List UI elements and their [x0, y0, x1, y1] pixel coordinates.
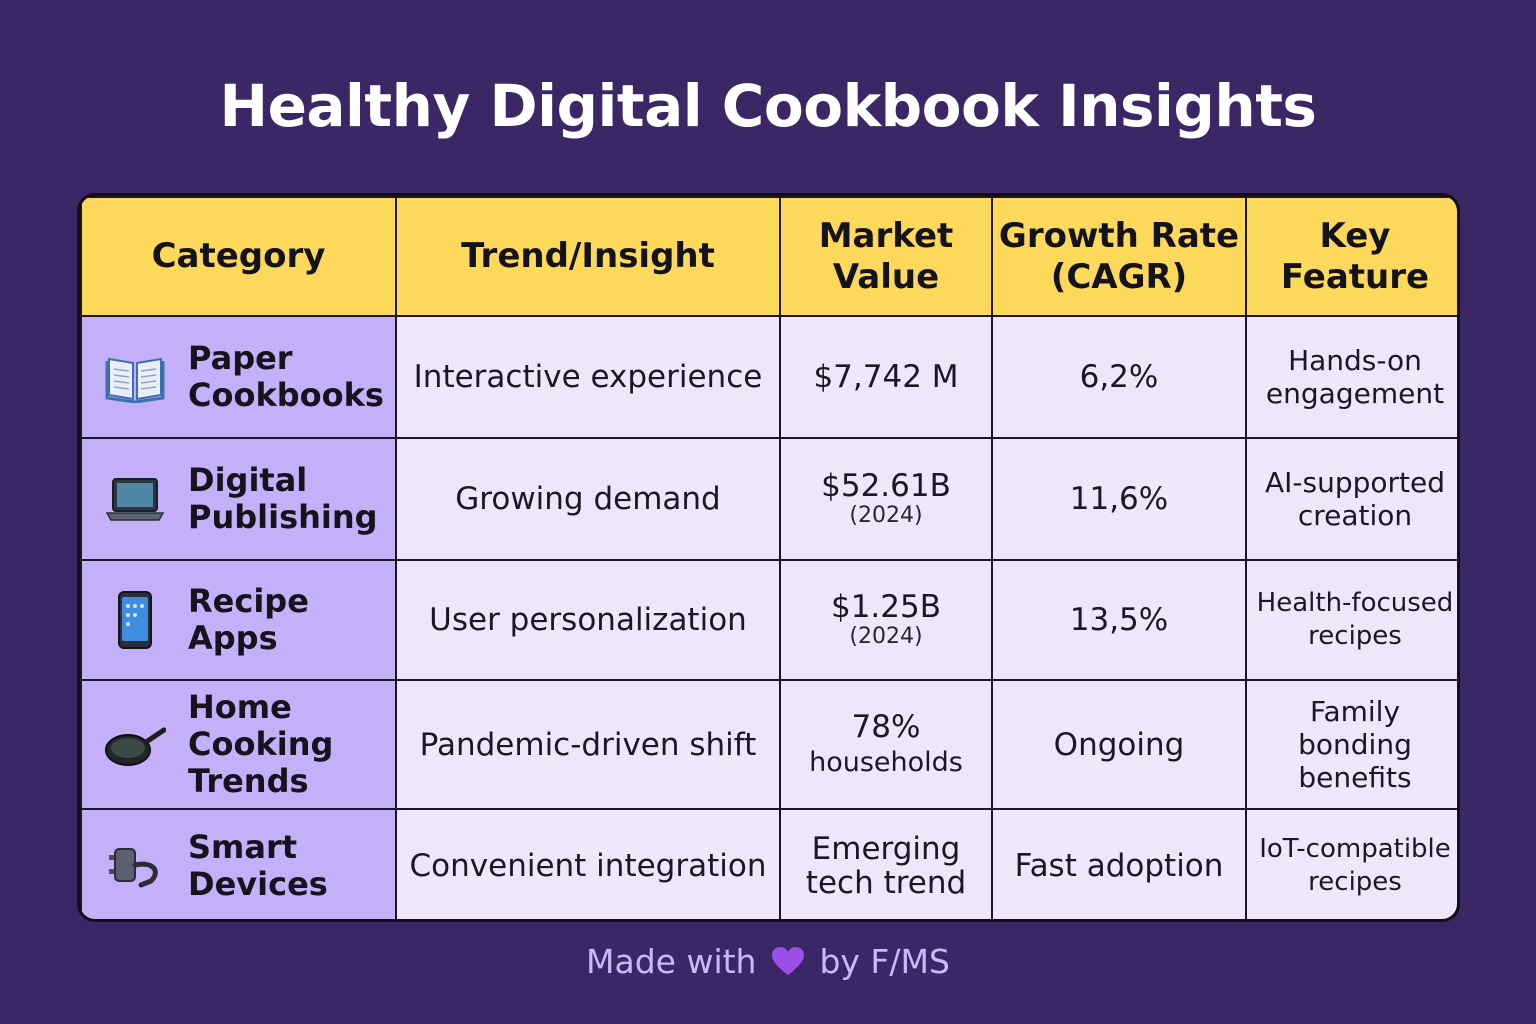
header-key-feature: Key Feature [1245, 196, 1457, 317]
header-line: Market [818, 215, 954, 256]
market-value-cell: Emerging tech trend [779, 808, 993, 919]
growth-cell: Fast adoption [991, 808, 1247, 919]
insights-table-wrapper: Category Trend/Insight Market Value Growt… [77, 193, 1460, 922]
market-value-cell: $1.25B (2024) [779, 559, 993, 681]
purple-heart-icon [771, 945, 805, 975]
category-line: Smart [188, 827, 298, 866]
feature-line: bonding [1298, 728, 1412, 761]
category-line: Trends [188, 762, 309, 800]
open-book-icon [104, 346, 166, 408]
header-line: (CAGR) [1050, 256, 1188, 297]
market-value-cell: $52.61B (2024) [779, 437, 993, 561]
category-line: Publishing [188, 498, 378, 536]
header-line: Value [832, 256, 940, 297]
header-line: Key [1319, 215, 1391, 256]
category-line: Devices [188, 864, 328, 903]
header-line: Category [151, 236, 326, 276]
market-note: (2024) [849, 624, 923, 649]
header-trend: Trend/Insight [395, 196, 781, 317]
feature-line: recipes [1308, 866, 1402, 897]
smartphone-icon [104, 589, 166, 651]
header-row: Category Trend/Insight Market Value Growt… [80, 196, 1457, 317]
table-row: Home Cooking Trends Pandemic-driven shift … [80, 679, 1457, 810]
market-value: $52.61B [821, 468, 951, 504]
header-line: Trend/Insight [461, 236, 715, 276]
trend-cell: Convenient integration [395, 808, 781, 919]
category-cell: Home Cooking Trends [80, 679, 397, 810]
category-line: Digital [188, 461, 308, 499]
category-line: Recipe [188, 582, 309, 620]
category-cell: Digital Publishing [80, 437, 397, 561]
page-title: Healthy Digital Cookbook Insights [219, 72, 1317, 140]
table-row: Smart Devices Convenient integration Emer… [80, 808, 1457, 919]
category-line: Cooking [188, 725, 334, 763]
market-note: tech trend [805, 864, 967, 901]
feature-cell: Health-focused recipes [1245, 559, 1457, 681]
table-row: Paper Cookbooks Interactive experience $7… [80, 315, 1457, 439]
feature-line: creation [1297, 499, 1413, 532]
trend-cell: Growing demand [395, 437, 781, 561]
category-line: Cookbooks [188, 376, 384, 414]
market-value: Emerging [811, 830, 961, 867]
category-line: Paper [188, 339, 293, 377]
market-value: $1.25B [830, 589, 941, 625]
frying-pan-icon [104, 714, 166, 776]
footer-credit: Made with by F/MS [0, 942, 1536, 981]
growth-cell: 11,6% [991, 437, 1247, 561]
footer-suffix: by F/MS [819, 942, 950, 981]
feature-line: Hands-on [1288, 344, 1422, 377]
feature-line: IoT-compatible [1259, 833, 1451, 864]
category-cell: Smart Devices [80, 808, 397, 919]
footer-prefix: Made with [586, 942, 757, 981]
feature-line: Health-focused [1256, 588, 1454, 618]
market-note: households [809, 746, 963, 778]
header-category: Category [80, 196, 397, 317]
header-line: Feature [1280, 256, 1430, 297]
feature-line: Family [1309, 695, 1401, 728]
market-value-cell: 78% households [779, 679, 993, 810]
header-market-value: Market Value [779, 196, 993, 317]
laptop-icon [104, 468, 166, 530]
category-label: Home Cooking Trends [188, 689, 378, 800]
table-row: Digital Publishing Growing demand $52.61B… [80, 437, 1457, 561]
market-value: 78% [851, 708, 921, 745]
feature-line: recipes [1308, 621, 1402, 651]
category-label: Smart Devices [188, 827, 378, 903]
category-line: Home [188, 688, 292, 726]
feature-cell: AI-supported creation [1245, 437, 1457, 561]
category-label: Paper Cookbooks [188, 339, 384, 414]
feature-line: AI-supported [1264, 466, 1446, 499]
table-row: Recipe Apps User personalization $1.25B (2… [80, 559, 1457, 681]
category-label: Recipe Apps [188, 583, 378, 657]
feature-cell: Family bonding benefits [1245, 679, 1457, 810]
market-value: $7,742 M [813, 359, 959, 395]
header-line: Growth Rate [998, 215, 1240, 256]
market-value-cell: $7,742 M [779, 315, 993, 439]
feature-cell: IoT-compatible recipes [1245, 808, 1457, 919]
trend-cell: Pandemic-driven shift [395, 679, 781, 810]
category-cell: Paper Cookbooks [80, 315, 397, 439]
market-note: (2024) [849, 503, 923, 528]
feature-line: engagement [1265, 377, 1445, 410]
growth-cell: Ongoing [991, 679, 1247, 810]
category-label: Digital Publishing [188, 462, 378, 536]
header-growth-rate: Growth Rate (CAGR) [991, 196, 1247, 317]
growth-cell: 6,2% [991, 315, 1247, 439]
category-line: Apps [188, 619, 278, 657]
insights-table: Category Trend/Insight Market Value Growt… [80, 196, 1457, 919]
feature-line: benefits [1298, 761, 1412, 794]
trend-cell: User personalization [395, 559, 781, 681]
trend-cell: Interactive experience [395, 315, 781, 439]
growth-cell: 13,5% [991, 559, 1247, 681]
plug-icon [104, 835, 166, 897]
feature-cell: Hands-on engagement [1245, 315, 1457, 439]
category-cell: Recipe Apps [80, 559, 397, 681]
